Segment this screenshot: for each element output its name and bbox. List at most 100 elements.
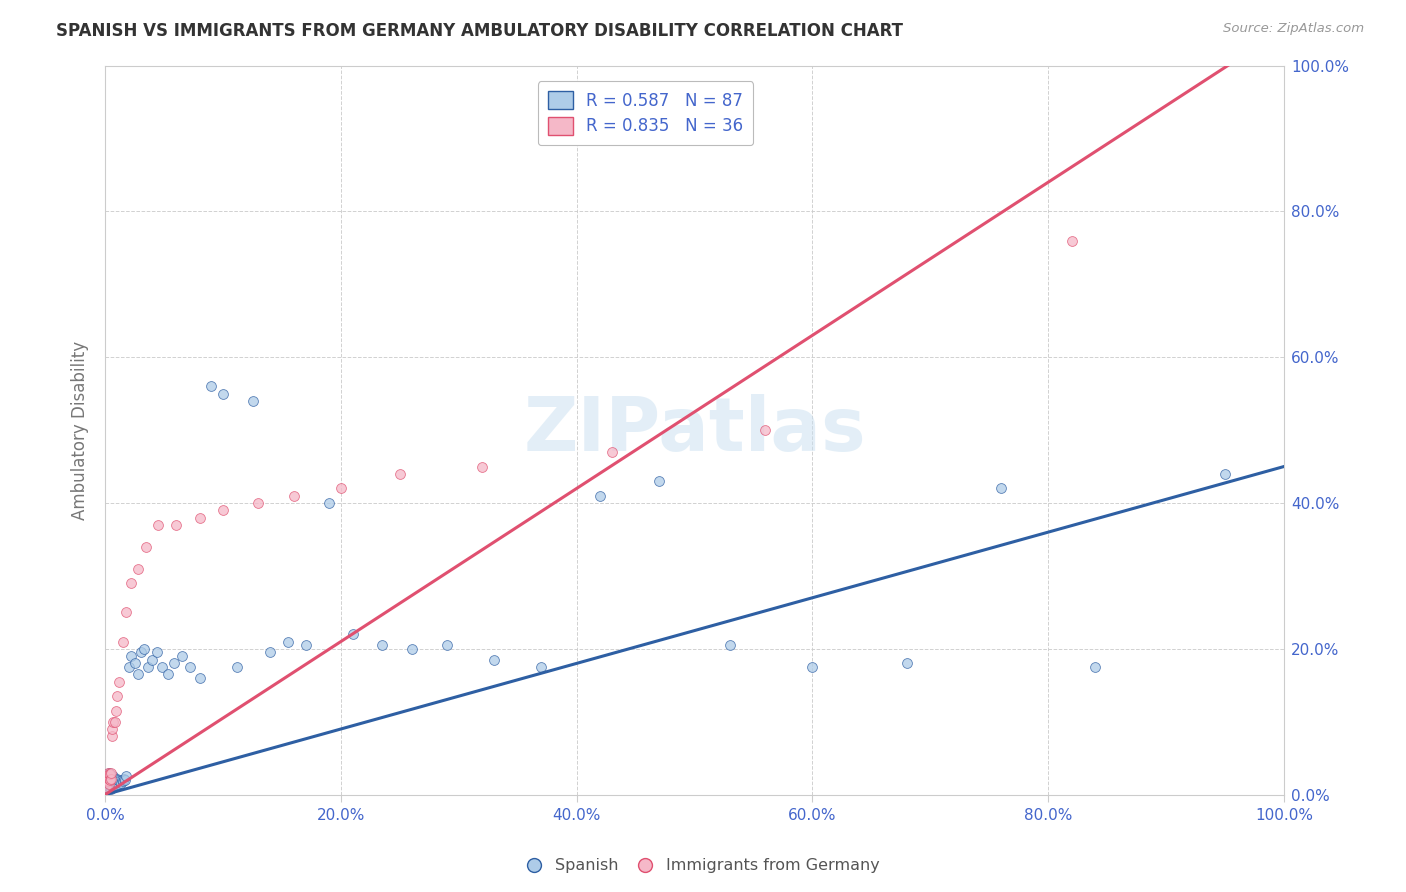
Point [97, 781, 120, 796]
Point [97, 774, 120, 789]
Legend: Spanish, Immigrants from Germany: Spanish, Immigrants from Germany [520, 852, 886, 880]
Point [97, 767, 120, 781]
Point [96, 769, 118, 783]
Point [188, 510, 211, 524]
Point [111, 774, 134, 789]
Point [97, 774, 120, 789]
Point [1084, 660, 1107, 674]
Point [97, 772, 120, 786]
Point [129, 645, 152, 659]
Point [318, 496, 340, 510]
Point [96, 777, 118, 791]
Point [104, 772, 127, 786]
Point [96, 772, 118, 787]
Point [259, 645, 281, 659]
Point [118, 660, 141, 674]
Point [97, 779, 120, 793]
Point [896, 657, 918, 671]
Point [530, 660, 553, 674]
Point [242, 393, 264, 408]
Point [101, 780, 124, 795]
Point [97, 772, 120, 786]
Point [111, 772, 134, 787]
Point [115, 605, 138, 619]
Point [388, 467, 411, 481]
Point [98, 772, 121, 787]
Point [718, 638, 741, 652]
Y-axis label: Ambulatory Disability: Ambulatory Disability [72, 341, 89, 520]
Point [188, 671, 211, 685]
Point [104, 779, 127, 793]
Point [436, 638, 458, 652]
Point [98, 774, 121, 789]
Point [97, 777, 120, 791]
Point [283, 489, 305, 503]
Point [165, 517, 187, 532]
Point [141, 653, 163, 667]
Point [212, 386, 235, 401]
Point [108, 674, 131, 689]
Point [97, 777, 120, 791]
Point [97, 769, 120, 783]
Point [97, 769, 120, 783]
Point [115, 769, 138, 783]
Point [101, 777, 124, 791]
Point [98, 772, 121, 786]
Point [101, 722, 124, 736]
Point [96, 780, 118, 795]
Point [97, 772, 120, 786]
Point [226, 660, 249, 674]
Point [97, 774, 120, 789]
Text: Source: ZipAtlas.com: Source: ZipAtlas.com [1223, 22, 1364, 36]
Point [1213, 467, 1236, 481]
Point [120, 649, 142, 664]
Point [103, 769, 125, 783]
Point [589, 489, 612, 503]
Point [294, 638, 316, 652]
Point [754, 423, 776, 437]
Point [104, 714, 127, 729]
Point [98, 777, 121, 791]
Point [98, 767, 121, 781]
Point [108, 774, 131, 789]
Point [104, 777, 127, 791]
Point [103, 714, 125, 729]
Point [120, 576, 142, 591]
Point [277, 634, 299, 648]
Point [600, 445, 623, 459]
Point [111, 634, 134, 648]
Point [105, 776, 128, 790]
Point [101, 774, 124, 789]
Point [100, 779, 122, 793]
Point [110, 776, 132, 790]
Point [401, 641, 423, 656]
Point [97, 767, 120, 781]
Point [103, 774, 125, 789]
Point [482, 653, 505, 667]
Point [127, 561, 149, 575]
Point [104, 704, 127, 718]
Point [990, 482, 1012, 496]
Point [1060, 234, 1083, 248]
Point [98, 780, 121, 795]
Point [97, 780, 120, 795]
Point [170, 649, 193, 664]
Point [100, 769, 122, 783]
Point [107, 772, 129, 787]
Point [105, 779, 128, 793]
Point [105, 772, 128, 786]
Point [200, 379, 222, 393]
Point [100, 776, 122, 790]
Text: ZIPatlas: ZIPatlas [523, 393, 866, 467]
Point [127, 667, 149, 681]
Point [135, 540, 157, 554]
Point [162, 657, 184, 671]
Point [100, 772, 122, 787]
Point [112, 772, 135, 786]
Point [104, 776, 127, 790]
Point [132, 641, 155, 656]
Point [146, 645, 169, 659]
Point [104, 772, 127, 787]
Text: SPANISH VS IMMIGRANTS FROM GERMANY AMBULATORY DISABILITY CORRELATION CHART: SPANISH VS IMMIGRANTS FROM GERMANY AMBUL… [56, 22, 903, 40]
Point [100, 772, 122, 786]
